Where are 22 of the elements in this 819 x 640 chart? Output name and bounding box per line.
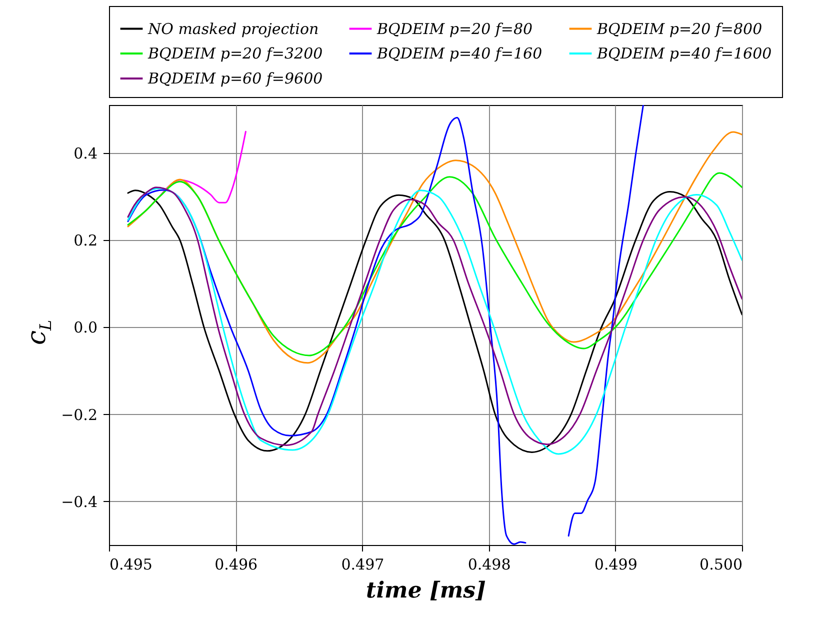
y-tick-label: 0.0 <box>74 318 98 337</box>
x-axis-title: time [ms] <box>366 578 486 604</box>
legend-label: BQDEIM p=60 f=9600 <box>147 70 324 88</box>
x-tick-label: 0.496 <box>214 556 258 574</box>
y-tick-label: −0.4 <box>61 492 98 511</box>
line-series <box>127 172 742 356</box>
x-tick-label: 0.499 <box>594 556 638 574</box>
legend-label: BQDEIM p=20 f=800 <box>596 20 763 38</box>
x-tick-label: 0.500 <box>700 556 742 574</box>
x-tick-label: 0.497 <box>341 556 384 574</box>
legend-label: BQDEIM p=20 f=3200 <box>147 44 324 62</box>
y-tick-label: 0.4 <box>74 144 98 162</box>
line-series <box>127 131 742 364</box>
y-tick-label: 0.2 <box>74 232 98 250</box>
legend-label: NO masked projection <box>147 20 319 38</box>
y-tick-label: −0.2 <box>61 406 98 424</box>
x-tick-label: 0.498 <box>468 556 511 574</box>
legend-label: BQDEIM p=40 f=160 <box>376 44 543 62</box>
legend-label: BQDEIM p=20 f=80 <box>376 20 534 38</box>
line-series <box>158 130 246 204</box>
legend-label: BQDEIM p=40 f=1600 <box>596 44 772 62</box>
x-tick-label: 0.495 <box>110 556 152 574</box>
